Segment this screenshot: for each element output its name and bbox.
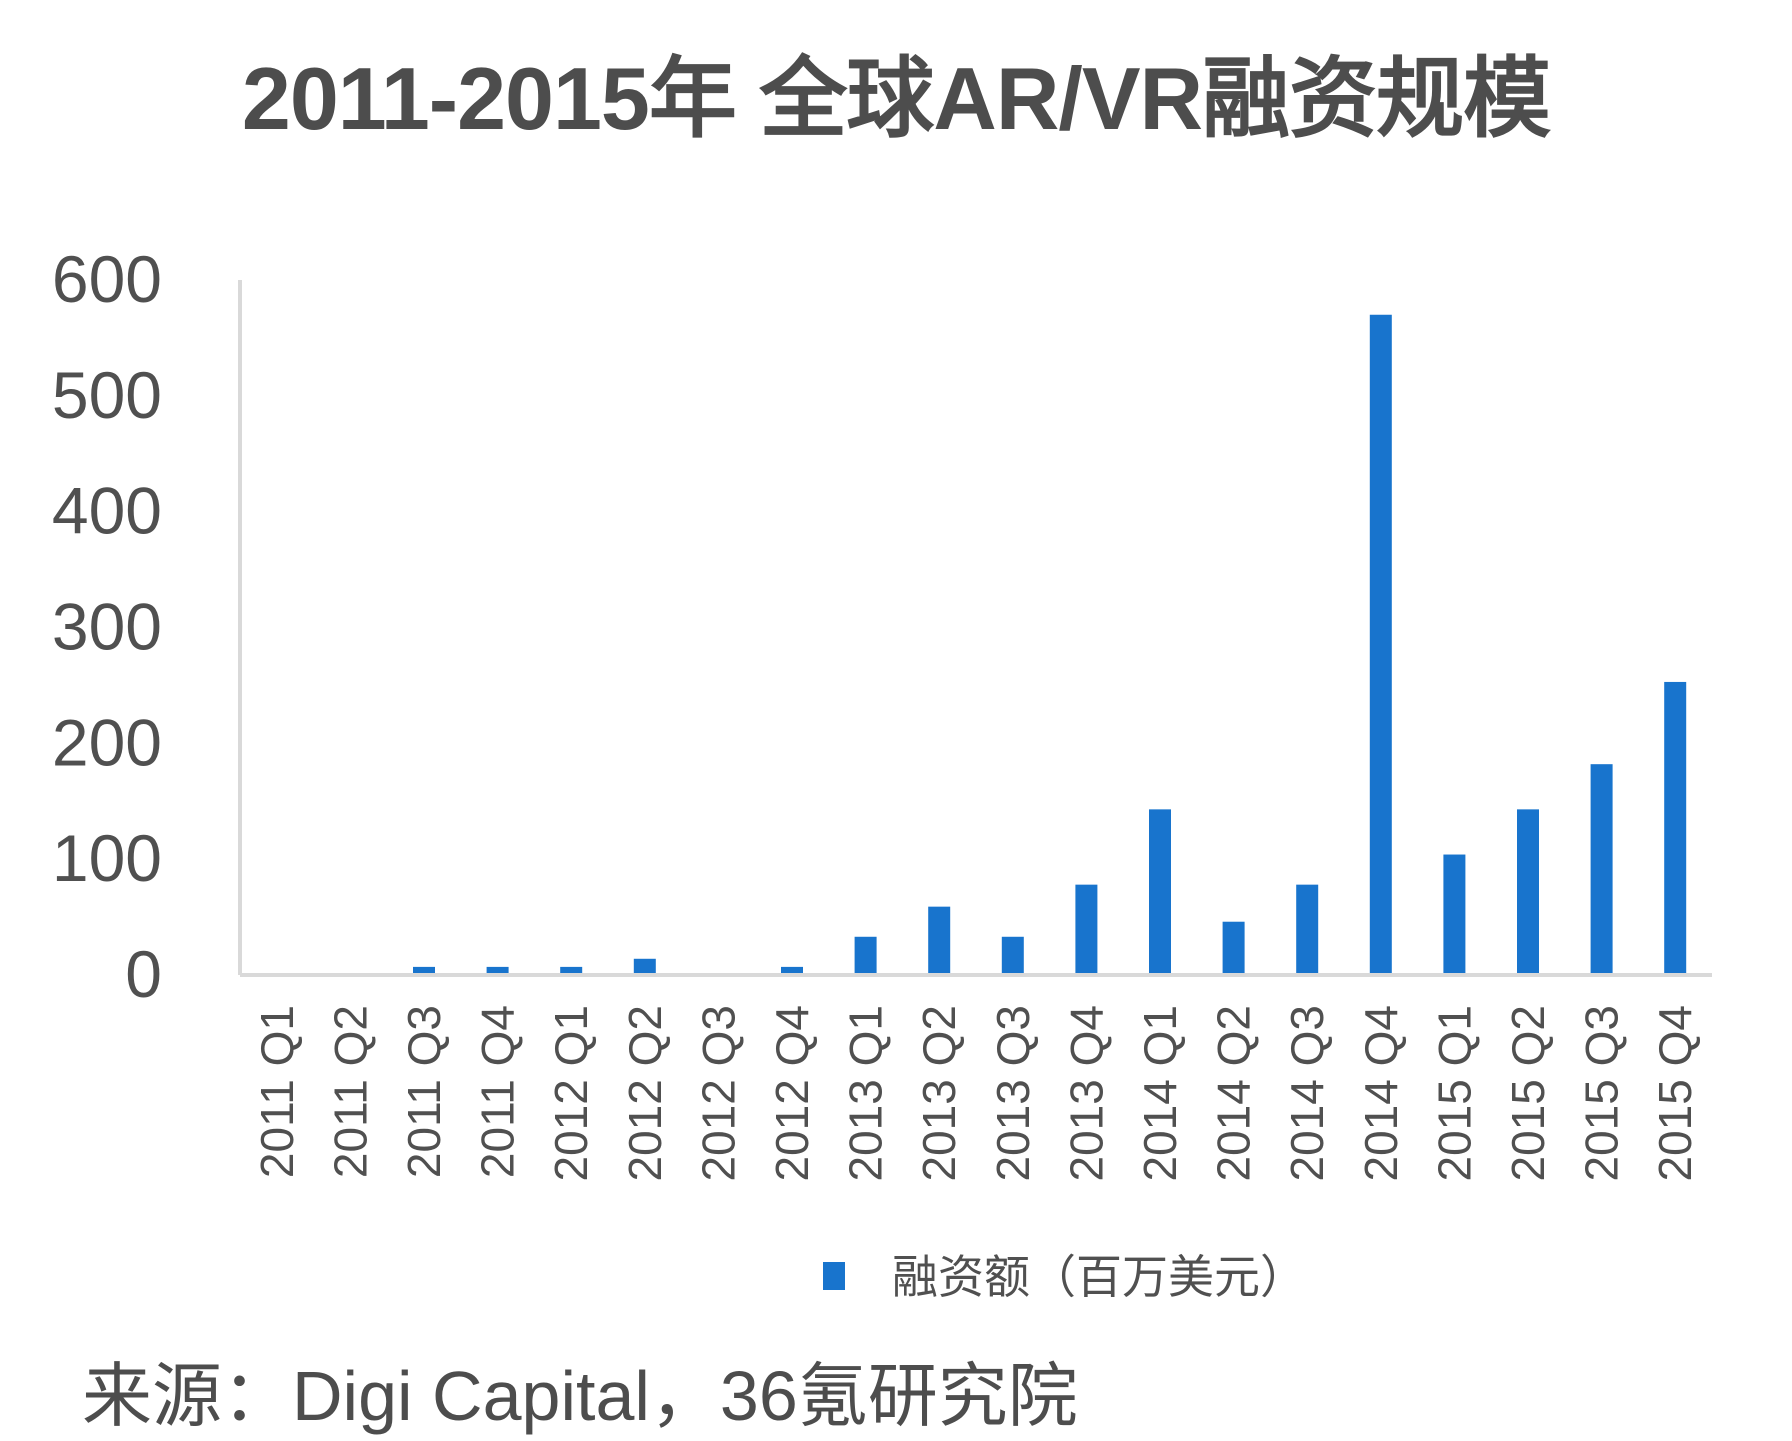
y-tick-label: 200	[52, 705, 162, 779]
x-tick-label: 2011 Q2	[324, 1005, 376, 1178]
bar	[1590, 764, 1613, 975]
x-tick-label: 2014 Q4	[1355, 1005, 1407, 1181]
y-tick-label: 0	[125, 937, 162, 1011]
y-tick-label: 500	[52, 358, 162, 432]
x-tick-label: 2015 Q3	[1576, 1005, 1628, 1181]
x-tick-label: 2012 Q2	[619, 1005, 671, 1181]
x-tick-label: 2013 Q1	[840, 1005, 892, 1181]
x-tick-label: 2013 Q3	[987, 1005, 1039, 1181]
bar	[928, 906, 951, 975]
bar	[1001, 936, 1024, 975]
bar	[1222, 921, 1245, 975]
chart-title: 2011-2015年 全球AR/VR融资规模	[241, 49, 1551, 148]
bar	[1075, 884, 1098, 975]
bar-series	[265, 314, 1687, 975]
x-tick-label: 2014 Q3	[1281, 1005, 1333, 1181]
bar	[1517, 809, 1539, 975]
x-tick-label: 2011 Q1	[251, 1005, 303, 1178]
bar	[1149, 809, 1171, 975]
x-tick-label: 2015 Q2	[1502, 1005, 1554, 1181]
bar	[781, 966, 803, 975]
y-tick-label: 600	[52, 242, 162, 316]
x-tick-label: 2012 Q4	[766, 1005, 818, 1181]
source-note: 来源：Digi Capital，36氪研究院	[82, 1357, 1078, 1435]
bar	[486, 966, 509, 975]
y-tick-label: 400	[52, 474, 162, 548]
bar	[633, 958, 656, 975]
x-tick-label: 2012 Q1	[545, 1005, 597, 1181]
legend-label: 融资额（百万美元）	[892, 1251, 1306, 1303]
bar	[413, 966, 435, 975]
legend-swatch	[823, 1262, 845, 1290]
y-tick-label: 300	[52, 590, 162, 664]
x-tick-label: 2013 Q4	[1060, 1005, 1112, 1181]
bar	[1369, 314, 1392, 975]
y-axis: 0 100 200 300 400 500 600	[52, 242, 242, 1011]
legend: 融资额（百万美元）	[823, 1251, 1306, 1303]
bar	[1443, 854, 1466, 975]
x-tick-label: 2011 Q3	[398, 1005, 450, 1178]
x-tick-label: 2014 Q1	[1134, 1005, 1186, 1181]
y-tick-label: 100	[52, 821, 162, 895]
bar	[1664, 681, 1687, 975]
bar	[854, 936, 877, 975]
x-tick-label: 2015 Q4	[1649, 1005, 1701, 1181]
x-tick-label: 2012 Q3	[692, 1005, 744, 1181]
x-tick-label: 2014 Q2	[1208, 1005, 1260, 1181]
bar	[560, 966, 583, 975]
bar	[1296, 884, 1319, 975]
x-tick-label: 2015 Q1	[1428, 1005, 1480, 1181]
x-tick-label: 2011 Q4	[472, 1005, 524, 1178]
x-tick-label: 2013 Q2	[913, 1005, 965, 1181]
x-axis: 2011 Q1 2011 Q2 2011 Q3 2011 Q4 2012 Q1 2012 …	[240, 973, 1712, 1181]
